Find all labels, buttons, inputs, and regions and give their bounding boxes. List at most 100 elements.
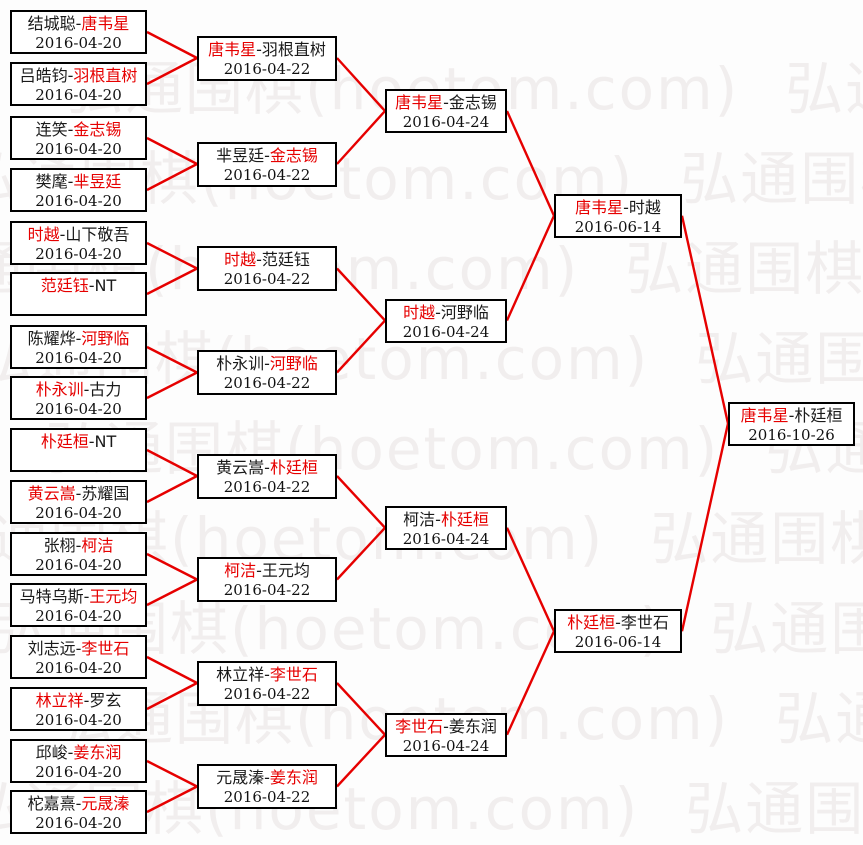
- match-box-r4-2: 朴廷桓-李世石 2016-06-14: [554, 609, 682, 654]
- player2-name: 朴廷桓: [794, 405, 843, 425]
- match-players: 唐韦星-时越: [556, 197, 680, 218]
- match-players: 柯洁-王元均: [199, 560, 335, 581]
- match-players: 樊麾-芈昱廷: [12, 171, 145, 192]
- watermark-text: 弘通围棋(hoetom.com): [785, 55, 863, 123]
- player2-name: 李世石: [269, 664, 318, 684]
- match-players: 吕皓钧-羽根直树: [12, 65, 145, 86]
- match-date: 2016-04-22: [223, 581, 311, 599]
- match-players: 林立祥-罗玄: [12, 690, 145, 711]
- match-date: 2016-04-22: [223, 270, 311, 288]
- match-box-r2-6: 柯洁-王元均 2016-04-22: [197, 557, 337, 602]
- match-box-r2-7: 林立祥-李世石 2016-04-22: [197, 660, 337, 706]
- player2-name: 李世石: [620, 613, 669, 633]
- connector-line: [505, 215, 556, 321]
- player2-name: 山下敬吾: [65, 225, 130, 244]
- match-box-r3-1: 唐韦星-金志锡 2016-04-24: [385, 89, 507, 133]
- connector-line: [146, 552, 198, 581]
- player1-name: 范廷钰: [40, 276, 89, 295]
- connector-line: [336, 526, 386, 581]
- match-date: 2016-04-24: [402, 322, 490, 341]
- connector-line: [146, 655, 198, 685]
- match-players: 黄云嵩-朴廷桓: [199, 457, 335, 478]
- player2-name: 唐韦星: [81, 14, 130, 33]
- players-separator: -: [67, 120, 74, 139]
- player2-name: 芈昱廷: [73, 172, 122, 191]
- players-separator: -: [67, 743, 74, 762]
- connector-line: [336, 57, 386, 112]
- match-date: 2016-06-14: [574, 633, 662, 652]
- players-separator: -: [623, 197, 629, 217]
- match-date: 2016-04-24: [402, 736, 490, 755]
- player2-name: 王元均: [89, 587, 138, 606]
- player1-name: 唐韦星: [575, 197, 624, 217]
- match-date: 2016-06-14: [574, 217, 662, 236]
- connector-line: [146, 785, 198, 814]
- match-players: 朴廷桓-李世石: [556, 612, 680, 633]
- player2-name: 柯洁: [81, 536, 114, 555]
- players-separator: -: [264, 457, 270, 477]
- connector-line: [146, 681, 198, 711]
- connector-line: [146, 136, 198, 166]
- players-separator: -: [75, 794, 82, 813]
- players-separator: -: [615, 613, 621, 633]
- player1-name: 唐韦星: [208, 39, 257, 59]
- match-box-r1-10: 黄云嵩-苏耀国 2016-04-20: [10, 480, 147, 524]
- players-separator: -: [443, 716, 449, 736]
- match-box-r2-5: 黄云嵩-朴廷桓 2016-04-22: [197, 453, 337, 499]
- match-date: 2016-04-20: [35, 814, 122, 832]
- player2-name: 河野临: [81, 329, 130, 348]
- players-separator: -: [83, 380, 90, 399]
- player1-name: 黄云嵩: [27, 484, 76, 503]
- player1-name: 结城聪: [27, 14, 76, 33]
- match-players: 唐韦星-朴廷桓: [730, 405, 853, 426]
- player2-name: 姜东润: [73, 743, 122, 762]
- player1-name: 朴永训: [35, 380, 84, 399]
- player1-name: 陈耀烨: [27, 329, 76, 348]
- connector-line: [146, 474, 198, 504]
- match-date: 2016-04-20: [35, 349, 122, 367]
- connector-line: [146, 267, 198, 296]
- player1-name: 柯洁: [224, 561, 257, 580]
- match-players: 柁嘉熹-元晟溱: [12, 793, 145, 814]
- match-players: 朴永训-古力: [12, 379, 145, 400]
- player1-name: 时越: [224, 250, 257, 269]
- match-date: 2016-04-24: [402, 529, 490, 548]
- watermark-text: 弘通围棋(hoetom.com): [45, 415, 720, 483]
- players-separator: -: [88, 432, 95, 451]
- match-box-r1-4: 樊麾-芈昱廷 2016-04-20: [10, 168, 147, 212]
- players-separator: -: [256, 250, 262, 269]
- player2-name: 李世石: [81, 639, 130, 658]
- match-box-r1-7: 陈耀烨-河野临 2016-04-20: [10, 325, 147, 369]
- watermark-text: 弘通围棋(hoetom.com): [685, 775, 863, 843]
- match-players: 黄云嵩-苏耀国: [12, 483, 145, 504]
- match-players: 李世石-姜东润: [387, 716, 505, 737]
- match-box-r1-9: 朴廷桓-NT: [10, 428, 147, 472]
- connector-line: [505, 630, 556, 736]
- match-players: 刘志远-李世石: [12, 638, 145, 659]
- match-date: 2016-04-22: [223, 788, 311, 806]
- connector-line: [680, 423, 730, 632]
- players-separator: -: [264, 664, 270, 684]
- players-separator: -: [83, 691, 90, 710]
- players-separator: -: [75, 329, 82, 348]
- connector-line: [336, 682, 386, 736]
- player2-name: 金志锡: [448, 93, 497, 112]
- match-box-r1-14: 林立祥-罗玄 2016-04-20: [10, 687, 147, 731]
- player2-name: 河野临: [440, 302, 489, 322]
- player1-name: 邱峻: [35, 743, 68, 762]
- player1-name: 元晟溱: [216, 768, 265, 787]
- match-box-r1-2: 吕皓钧-羽根直树 2016-04-20: [10, 62, 147, 106]
- match-box-r1-16: 柁嘉熹-元晟溱 2016-04-20: [10, 790, 147, 834]
- players-separator: -: [256, 561, 262, 580]
- match-box-r1-11: 张栩-柯洁 2016-04-20: [10, 532, 147, 576]
- player1-name: 张栩: [43, 536, 76, 555]
- player2-name: 羽根直树: [73, 66, 138, 85]
- match-box-r1-1: 结城聪-唐韦星 2016-04-20: [10, 10, 147, 54]
- watermark-text: 弘通围棋(hoetom.com): [625, 235, 863, 303]
- player1-name: 黄云嵩: [216, 457, 265, 477]
- match-box-r3-3: 柯洁-朴廷桓 2016-04-24: [385, 505, 507, 550]
- player1-name: 刘志远: [27, 639, 76, 658]
